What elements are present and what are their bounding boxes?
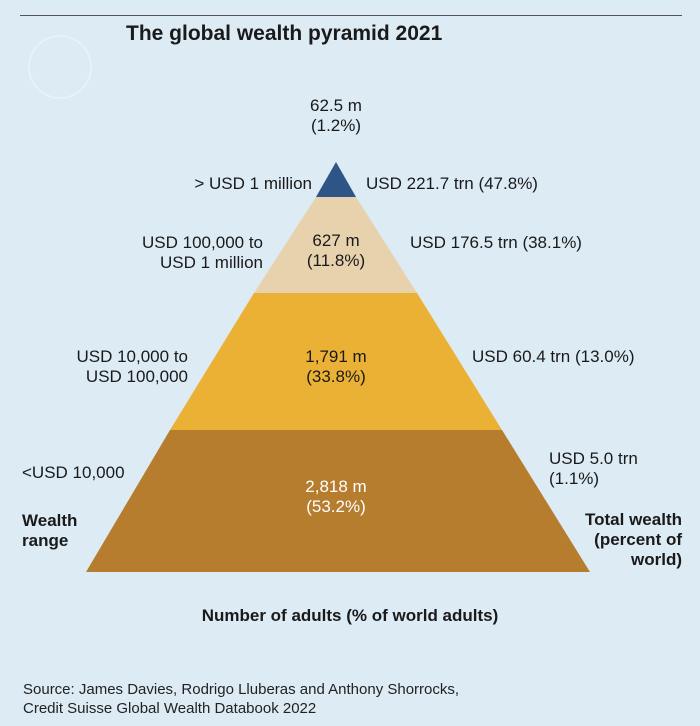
tier-10k-100k [170, 293, 502, 430]
tier-100k-1m [254, 197, 417, 293]
watermark-logo [28, 35, 92, 99]
page-title: The global wealth pyramid 2021 [126, 22, 443, 45]
tier-0-adults: 62.5 m (1.2%) [310, 96, 362, 135]
tier-0-wealth: USD 221.7 trn (47.8%) [366, 174, 538, 193]
total-wealth-label: Total wealth (percent of world) [585, 510, 682, 569]
tier-top-millionaires [316, 162, 356, 197]
tier-0-range: > USD 1 million [194, 174, 312, 193]
tier-3-adults: 2,818 m (53.2%) [305, 477, 367, 516]
tier-2-adults: 1,791 m (33.8%) [305, 347, 367, 386]
tier-3-range: <USD 10,000 [22, 463, 125, 482]
source-note: Source: James Davies, Rodrigo Lluberas a… [23, 681, 460, 717]
tier-3-wealth: USD 5.0 trn (1.1%) [549, 449, 638, 488]
tier-1-adults: 627 m (11.8%) [306, 231, 366, 270]
wealth-range-label: Wealth range [22, 511, 78, 550]
x-axis-label: Number of adults (% of world adults) [201, 606, 499, 625]
tier-under-10k [86, 430, 590, 572]
tier-2-wealth: USD 60.4 trn (13.0%) [472, 347, 635, 366]
tier-2-range: USD 10,000 to USD 100,000 [76, 347, 188, 386]
tier-1-wealth: USD 176.5 trn (38.1%) [410, 233, 582, 252]
tier-1-range: USD 100,000 to USD 1 million [142, 233, 263, 272]
top-rule [20, 15, 682, 16]
